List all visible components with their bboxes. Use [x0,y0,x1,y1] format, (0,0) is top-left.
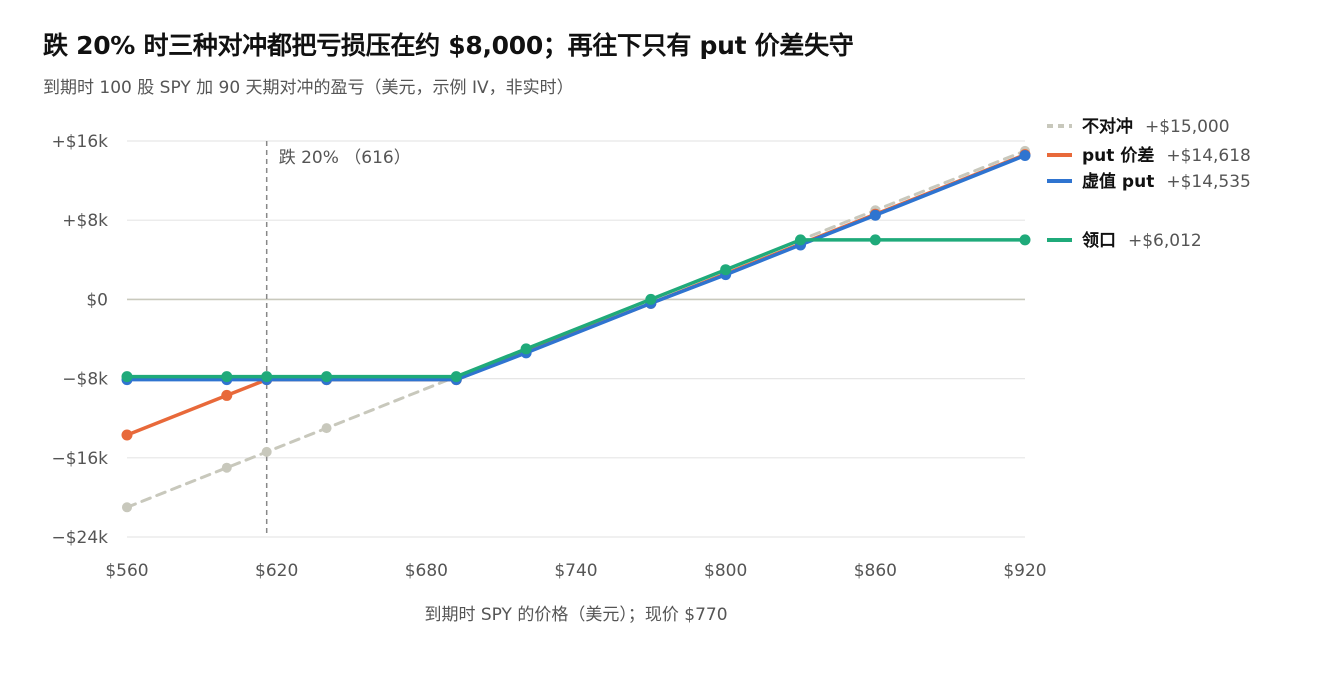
y-tick-label: +$8k [62,211,108,231]
series-2-point [869,209,881,221]
series-3-point [869,234,881,246]
series-1-line [125,152,1027,437]
chart-title: 跌 20% 时三种对冲都把亏损压在约 $8,000；再往下只有 put 价差失守 [43,31,854,60]
legend-item-1: put 价差 +$14,618 [1047,145,1251,166]
legend-name: 虚值 put [1082,171,1154,192]
series-0-point [261,446,272,457]
series-2-line [125,153,1027,382]
chart-subtitle: 到期时 100 股 SPY 加 90 天期对冲的盈亏（美元，示例 IV，非实时） [43,78,574,98]
x-tick-label: $740 [554,561,597,581]
series-3-point [261,371,273,383]
y-tick-label: +$16k [51,132,108,152]
y-tick-label: −$24k [51,528,108,548]
series-1-point [121,429,133,441]
series-2-point [1019,150,1031,162]
legend: 不对冲 +$15,000 put 价差 +$14,618 虚值 put +$14,535 领… [1047,116,1251,251]
series-3-point [520,343,532,355]
series-3-point [121,371,133,383]
series-3 [121,234,1031,383]
x-tick-label: $560 [105,561,148,581]
legend-item-0: 不对冲 +$15,000 [1047,116,1230,137]
legend-value: +$14,618 [1166,146,1251,166]
series-3-line [125,238,1027,379]
series-3-point [795,234,806,246]
x-tick-label: $620 [255,561,298,581]
series-layer [121,145,1031,513]
series-3-point [720,264,732,276]
series-0-point [221,462,232,473]
series-1-point [221,389,233,401]
y-tick-label: $0 [86,290,108,310]
series-3-point [321,371,333,383]
series-3-point [645,293,657,305]
legend-value: +$14,535 [1166,172,1251,192]
x-tick-label: $800 [704,561,747,581]
x-tick-label: $680 [405,561,448,581]
legend-name: 不对冲 [1082,116,1133,137]
series-0-point [122,502,132,513]
legend-item-2: 虚值 put +$14,535 [1047,171,1251,192]
legend-name: 领口 [1082,230,1116,251]
legend-value: +$6,012 [1128,231,1202,251]
series-3-point [450,371,462,383]
legend-name: put 价差 [1082,145,1154,166]
x-tick-label: $860 [854,561,897,581]
series-2 [121,150,1031,386]
axes: +$16k +$8k $0 −$8k −$16k −$24k $560 $620 $680 $74… [51,132,1046,581]
annotation-label: 跌 20% （616） [279,148,411,168]
annotation-layer: 跌 20% （616） [265,141,411,537]
y-tick-label: −$16k [51,449,108,469]
series-1 [121,149,1031,441]
legend-value: +$15,000 [1145,117,1230,137]
gridlines [127,140,1025,538]
x-axis-title: 到期时 SPY 的价格（美元）；现价 $770 [424,605,727,625]
series-0-point [321,423,332,434]
series-3-point [221,371,233,383]
x-tick-label: $920 [1003,561,1046,581]
y-tick-label: −$8k [62,370,108,390]
series-3-point [1019,234,1031,246]
legend-item-3: 领口 +$6,012 [1047,230,1202,251]
